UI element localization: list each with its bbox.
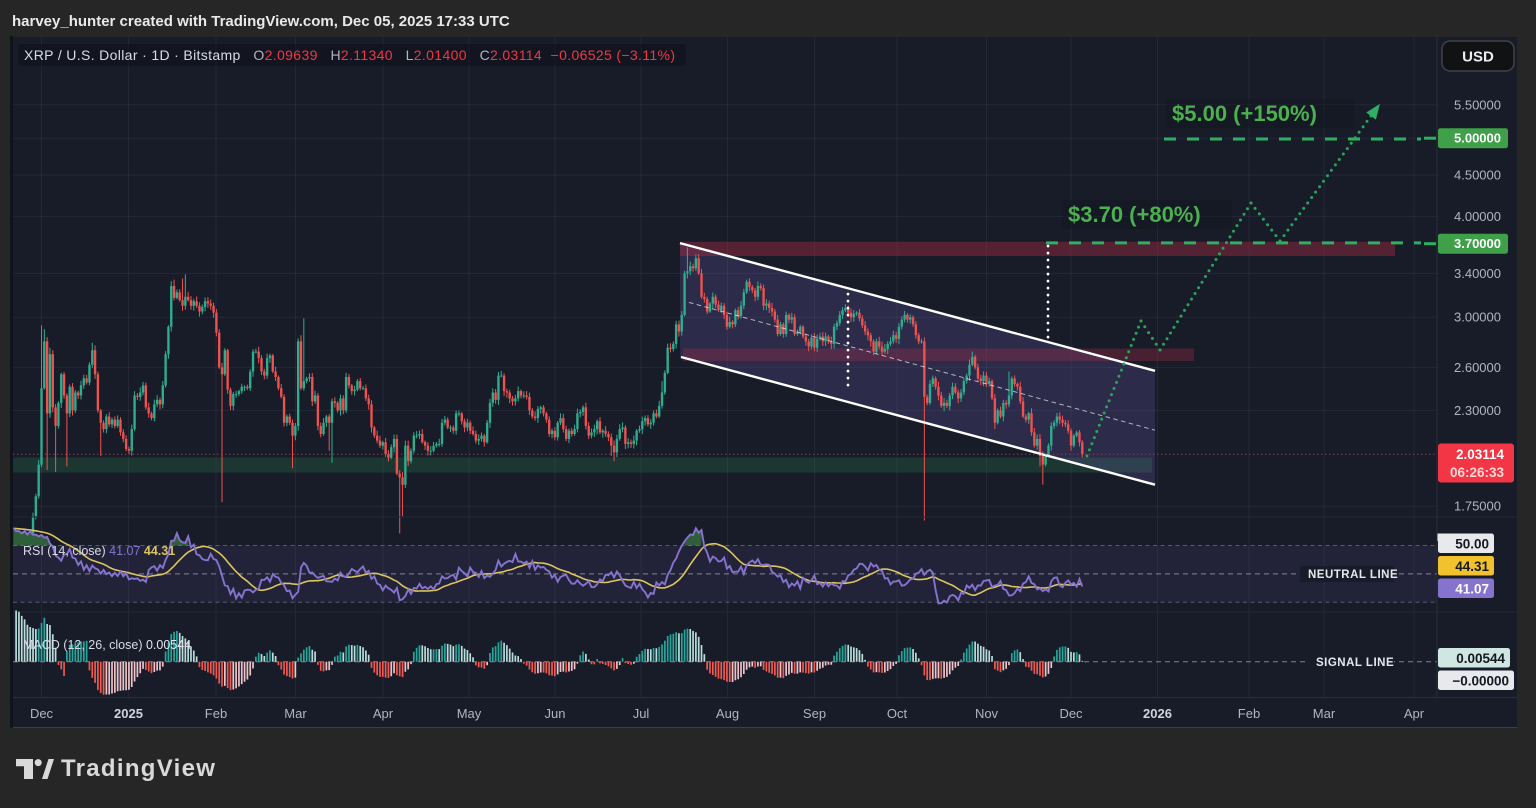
svg-text:Sep: Sep: [803, 706, 826, 721]
svg-text:4.00000: 4.00000: [1454, 209, 1501, 224]
svg-text:2.30000: 2.30000: [1454, 403, 1501, 418]
svg-text:Feb: Feb: [205, 706, 227, 721]
svg-text:Dec: Dec: [1059, 706, 1083, 721]
svg-text:−0.00000: −0.00000: [1452, 674, 1509, 689]
svg-text:44.31: 44.31: [1455, 559, 1489, 574]
svg-text:May: May: [457, 706, 482, 721]
svg-text:5.00000: 5.00000: [1454, 131, 1501, 146]
svg-text:3.00000: 3.00000: [1454, 310, 1501, 325]
svg-text:Oct: Oct: [887, 706, 908, 721]
svg-text:MACD (12, 26, close) 0.00544: MACD (12, 26, close) 0.00544: [23, 638, 191, 652]
svg-text:Nov: Nov: [975, 706, 999, 721]
svg-text:Apr: Apr: [373, 706, 394, 721]
svg-text:Jun: Jun: [545, 706, 566, 721]
svg-text:Jul: Jul: [633, 706, 650, 721]
svg-text:USD: USD: [1462, 49, 1494, 66]
svg-text:$3.70 (+80%): $3.70 (+80%): [1068, 202, 1201, 227]
svg-text:2.60000: 2.60000: [1454, 360, 1501, 375]
svg-text:RSI (14, close) 41.07 44.31: RSI (14, close) 41.07 44.31: [23, 544, 175, 558]
svg-text:Mar: Mar: [284, 706, 307, 721]
svg-text:harvey_hunter created with Tra: harvey_hunter created with TradingView.c…: [12, 13, 510, 30]
svg-text:4.50000: 4.50000: [1454, 168, 1501, 183]
svg-text:TradingView: TradingView: [61, 755, 216, 782]
svg-text:XRP / U.S. Dollar · 1D · Bitst: XRP / U.S. Dollar · 1D · Bitstamp O2.096…: [24, 47, 675, 63]
svg-text:5.50000: 5.50000: [1454, 97, 1501, 112]
svg-text:SIGNAL LINE: SIGNAL LINE: [1316, 657, 1394, 669]
svg-text:3.40000: 3.40000: [1454, 266, 1501, 281]
svg-text:Dec: Dec: [30, 706, 54, 721]
svg-text:2026: 2026: [1143, 706, 1172, 721]
svg-text:Mar: Mar: [1313, 706, 1336, 721]
svg-text:$5.00 (+150%): $5.00 (+150%): [1172, 101, 1317, 126]
svg-text:41.07: 41.07: [1455, 582, 1489, 597]
svg-text:06:26:33: 06:26:33: [1450, 465, 1505, 480]
svg-text:0.00544: 0.00544: [1456, 651, 1505, 666]
svg-text:2.03114: 2.03114: [1456, 447, 1505, 462]
svg-text:Feb: Feb: [1238, 706, 1260, 721]
svg-text:1.75000: 1.75000: [1454, 499, 1501, 514]
svg-text:3.70000: 3.70000: [1454, 236, 1501, 251]
svg-text:Aug: Aug: [716, 706, 739, 721]
svg-text:NEUTRAL LINE: NEUTRAL LINE: [1308, 569, 1398, 581]
svg-text:50.00: 50.00: [1455, 537, 1489, 552]
svg-text:Apr: Apr: [1404, 706, 1425, 721]
svg-text:2025: 2025: [114, 706, 143, 721]
